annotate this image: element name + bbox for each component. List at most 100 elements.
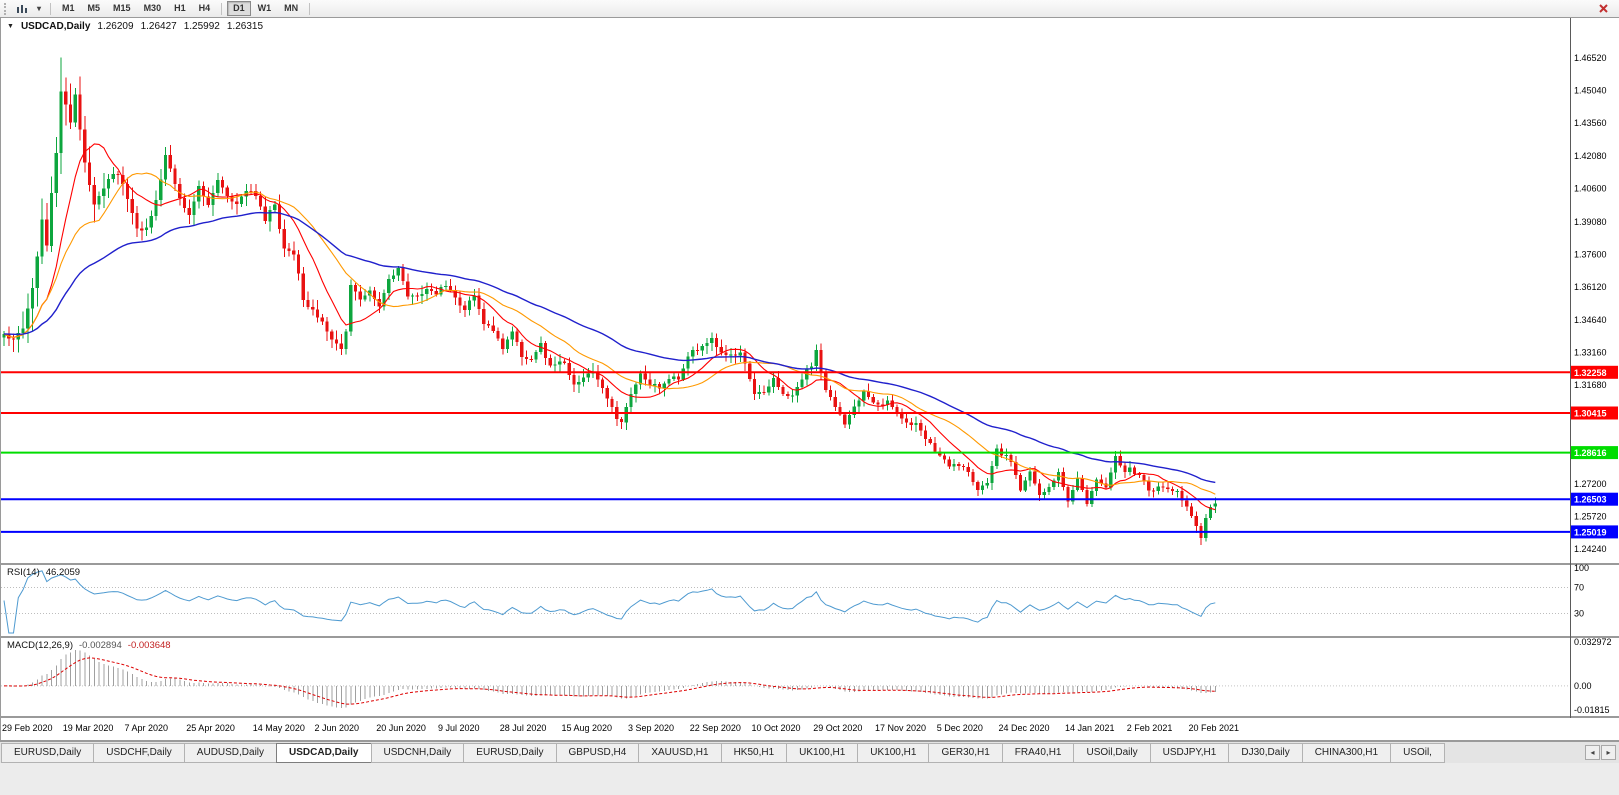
svg-text:10 Oct 2020: 10 Oct 2020 [752, 723, 801, 733]
horizontal-levels [1, 371, 1570, 533]
svg-text:14 May 2020: 14 May 2020 [253, 723, 305, 733]
svg-text:1.25019: 1.25019 [1574, 527, 1607, 537]
macd-axis: 0.032972 0.00 -0.01815 [1574, 637, 1612, 715]
chart-tab-eurusd-daily5[interactable]: EURUSD,Daily [463, 743, 557, 763]
timeframe-button-h4[interactable]: H4 [193, 1, 217, 16]
macd-signal-line [4, 657, 1216, 705]
chart-tab-uk100-h110[interactable]: UK100,H1 [857, 743, 930, 763]
chart-icon[interactable] [12, 1, 32, 16]
svg-text:1.28616: 1.28616 [1574, 448, 1607, 458]
svg-text:3 Sep 2020: 3 Sep 2020 [628, 723, 674, 733]
svg-text:17 Nov 2020: 17 Nov 2020 [875, 723, 926, 733]
chart-background [1, 18, 1619, 741]
svg-text:25 Apr 2020: 25 Apr 2020 [186, 723, 235, 733]
toolbar-separator [221, 2, 223, 15]
chart-tab-gbpusd-h46[interactable]: GBPUSD,H4 [555, 743, 640, 763]
rsi-line [3, 570, 1216, 634]
chart-tab-uk100-h19[interactable]: UK100,H1 [786, 743, 859, 763]
chart-tab-fra40-h112[interactable]: FRA40,H1 [1001, 743, 1075, 763]
chart-tab-usdcnh-daily4[interactable]: USDCNH,Daily [370, 743, 465, 763]
chart-tab-usoil-17[interactable]: USOil, [1390, 743, 1445, 763]
chart-tab-eurusd-daily0[interactable]: EURUSD,Daily [1, 743, 95, 763]
svg-text:1.40600: 1.40600 [1574, 184, 1607, 194]
tab-scroll-controls: ◂ ▸ [1582, 742, 1619, 763]
chart-tab-bar: EURUSD,Daily USDCHF,Daily AUDUSD,Daily USDC… [0, 741, 1619, 763]
svg-text:20 Jun 2020: 20 Jun 2020 [376, 723, 426, 733]
svg-text:1.34640: 1.34640 [1574, 315, 1607, 325]
level-price-badge [1571, 446, 1618, 460]
pane-resize-handle[interactable] [1, 636, 1619, 638]
svg-text:1.39080: 1.39080 [1574, 217, 1607, 227]
timeframe-button-m5[interactable]: M5 [82, 1, 107, 16]
svg-text:1.33160: 1.33160 [1574, 348, 1607, 358]
tab-scroll-right-icon[interactable]: ▸ [1601, 745, 1616, 760]
svg-text:-0.01815: -0.01815 [1574, 705, 1610, 715]
pane-resize-handle[interactable] [1, 716, 1619, 718]
chart-tab-dj30-daily15[interactable]: DJ30,Daily [1228, 743, 1303, 763]
svg-text:1.27200: 1.27200 [1574, 479, 1607, 489]
svg-text:5 Dec 2020: 5 Dec 2020 [937, 723, 983, 733]
svg-text:1.43560: 1.43560 [1574, 118, 1607, 128]
svg-text:1.31680: 1.31680 [1574, 380, 1607, 390]
price-chart[interactable]: 1.46520 1.45040 1.43560 1.42080 1.40600 1.390… [1, 18, 1619, 741]
level-price-badge [1571, 365, 1618, 379]
svg-text:30: 30 [1574, 609, 1584, 619]
svg-text:2 Jun 2020: 2 Jun 2020 [315, 723, 360, 733]
pane-resize-handle[interactable] [1, 563, 1619, 565]
close-icon [1599, 4, 1608, 13]
svg-text:0.00: 0.00 [1574, 681, 1592, 691]
chart-tab-usdjpy-h114[interactable]: USDJPY,H1 [1149, 743, 1230, 763]
timeframe-toolbar: ▾ M1 M5 M15 M30 H1 H4 D1 W1 MN [0, 0, 1619, 18]
chart-tab-usoil-daily13[interactable]: USOil,Daily [1073, 743, 1151, 763]
close-chart-icon[interactable] [1594, 1, 1613, 16]
svg-text:1.36120: 1.36120 [1574, 282, 1607, 292]
level-price-badge [1571, 525, 1618, 539]
chart-tab-usdcad-daily3[interactable]: USDCAD,Daily [276, 743, 372, 763]
timeframe-button-mn[interactable]: MN [278, 1, 304, 16]
svg-text:7 Apr 2020: 7 Apr 2020 [125, 723, 169, 733]
svg-text:20 Feb 2021: 20 Feb 2021 [1189, 723, 1240, 733]
svg-text:1.30415: 1.30415 [1574, 409, 1607, 419]
svg-text:1.37600: 1.37600 [1574, 250, 1607, 260]
chart-window: 1.46520 1.45040 1.43560 1.42080 1.40600 1.390… [0, 18, 1619, 741]
timeframe-button-h1[interactable]: H1 [168, 1, 192, 16]
svg-text:19 Mar 2020: 19 Mar 2020 [63, 723, 114, 733]
chart-tab-usdchf-daily1[interactable]: USDCHF,Daily [93, 743, 185, 763]
rsi-axis: 100 70 30 [1574, 563, 1589, 619]
svg-text:22 Sep 2020: 22 Sep 2020 [690, 723, 741, 733]
svg-text:28 Jul 2020: 28 Jul 2020 [500, 723, 547, 733]
chart-tab-ger30-h111[interactable]: GER30,H1 [928, 743, 1003, 763]
price-axis[interactable]: 1.46520 1.45040 1.43560 1.42080 1.40600 1.390… [1571, 53, 1618, 554]
timeframe-button-m1[interactable]: M1 [56, 1, 81, 16]
chart-tab-audusd-daily2[interactable]: AUDUSD,Daily [183, 743, 278, 763]
svg-text:29 Oct 2020: 29 Oct 2020 [813, 723, 862, 733]
svg-text:1.32258: 1.32258 [1574, 368, 1607, 378]
svg-text:0.032972: 0.032972 [1574, 637, 1612, 647]
chart-tab-china300-h116[interactable]: CHINA300,H1 [1301, 743, 1392, 763]
date-axis[interactable]: 29 Feb 2020 19 Mar 2020 7 Apr 2020 25 Apr 2… [2, 723, 1239, 733]
bar-chart-icon [17, 4, 27, 13]
candlestick-series [2, 57, 1217, 545]
svg-text:1.25720: 1.25720 [1574, 512, 1607, 522]
svg-text:1.42080: 1.42080 [1574, 151, 1607, 161]
ma-mid-orange [3, 172, 1216, 495]
chart-tab-hk50-h18[interactable]: HK50,H1 [720, 743, 788, 763]
status-bar-area [0, 763, 1619, 795]
level-price-badge [1571, 492, 1618, 506]
svg-text:1.45040: 1.45040 [1574, 86, 1607, 96]
dropdown-caret-icon[interactable]: ▾ [33, 1, 45, 16]
timeframe-button-m15[interactable]: M15 [107, 1, 137, 16]
svg-text:1.46520: 1.46520 [1574, 53, 1607, 63]
svg-text:70: 70 [1574, 583, 1584, 593]
tab-scroll-left-icon[interactable]: ◂ [1585, 745, 1600, 760]
svg-text:1.24240: 1.24240 [1574, 544, 1607, 554]
chart-tab-xauusd-h17[interactable]: XAUUSD,H1 [638, 743, 722, 763]
timeframe-button-d1[interactable]: D1 [227, 1, 251, 16]
ma-fast-red [3, 143, 1216, 511]
svg-text:24 Dec 2020: 24 Dec 2020 [999, 723, 1050, 733]
timeframe-button-w1[interactable]: W1 [252, 1, 278, 16]
timeframe-button-m30[interactable]: M30 [138, 1, 168, 16]
svg-text:100: 100 [1574, 563, 1589, 573]
svg-text:29 Feb 2020: 29 Feb 2020 [2, 723, 53, 733]
toolbar-grip[interactable] [4, 2, 7, 15]
